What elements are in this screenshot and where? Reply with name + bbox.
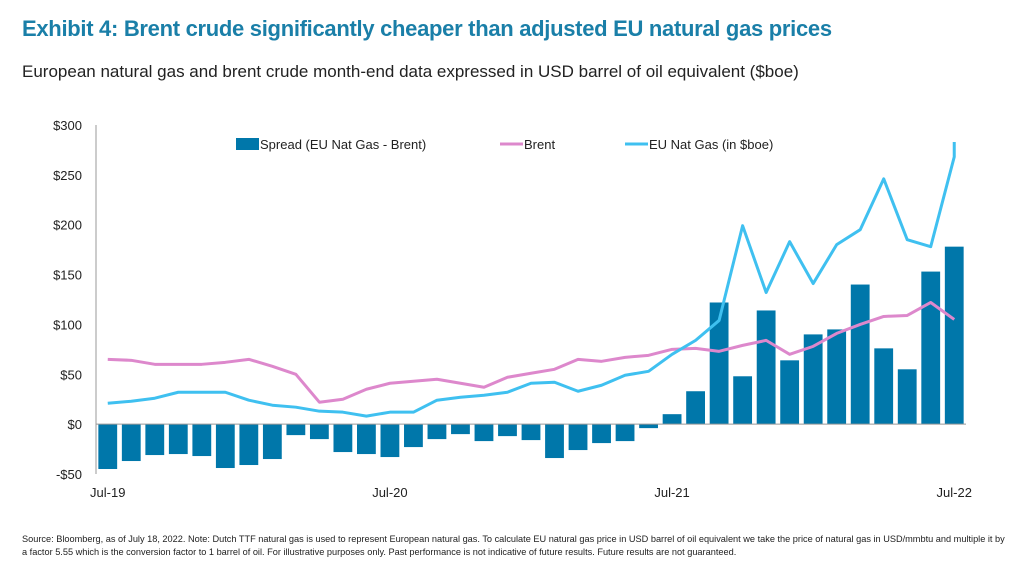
- spread-bar: [709, 302, 729, 425]
- spread-bar: [427, 424, 447, 440]
- spread-bar: [921, 271, 941, 425]
- chart-title: Exhibit 4: Brent crude significantly che…: [22, 16, 832, 41]
- spread-bar: [850, 284, 870, 425]
- spread-bar: [568, 424, 588, 451]
- spread-bar: [474, 424, 494, 442]
- y-tick-label: $100: [53, 317, 82, 332]
- spread-bar: [192, 424, 212, 457]
- y-tick-label: -$50: [56, 467, 82, 482]
- y-tick-label: $200: [53, 218, 82, 233]
- spread-bar: [756, 310, 776, 425]
- spread-bar: [168, 424, 188, 455]
- y-tick-label: $300: [53, 118, 82, 133]
- spread-bar: [686, 391, 705, 425]
- legend-label-brent: Brent: [524, 137, 555, 152]
- spread-bars: [98, 246, 964, 470]
- spread-bar: [451, 424, 470, 435]
- spread-bar: [121, 424, 141, 462]
- y-tick-label: $0: [68, 417, 82, 432]
- brent-line: [107, 300, 956, 404]
- spread-bar: [545, 424, 564, 459]
- x-axis: Jul-19 Jul-20 Jul-21 Jul-22: [90, 485, 972, 500]
- spread-bar: [639, 424, 658, 429]
- spread-bar: [827, 329, 847, 425]
- spread-bar: [215, 424, 235, 469]
- spread-bar: [498, 424, 517, 437]
- spread-bar: [309, 424, 329, 440]
- spread-bar: [662, 414, 682, 425]
- chart-subtitle: European natural gas and brent crude mon…: [22, 62, 799, 81]
- spread-bar: [262, 424, 282, 460]
- spread-bar: [803, 334, 823, 425]
- spread-bar: [145, 424, 165, 456]
- y-tick-label: $150: [53, 268, 82, 283]
- spread-bar: [897, 369, 917, 425]
- spread-bar: [286, 424, 306, 436]
- legend-swatch-spread: [236, 138, 259, 150]
- x-tick-label: Jul-19: [90, 485, 125, 500]
- spread-bar: [380, 424, 400, 458]
- x-tick-label: Jul-20: [372, 485, 407, 500]
- spread-bar: [98, 424, 118, 470]
- spread-bar: [780, 360, 800, 425]
- spread-bar: [333, 424, 353, 453]
- spread-bar: [357, 424, 376, 455]
- y-tick-label: $50: [60, 367, 82, 382]
- source-note: Source: Bloomberg, as of July 18, 2022. …: [22, 534, 1005, 557]
- spread-bar: [592, 424, 611, 444]
- spread-bar: [733, 376, 753, 425]
- legend: Spread (EU Nat Gas - Brent) Brent EU Nat G…: [236, 137, 773, 152]
- series-lines: [107, 141, 956, 418]
- spread-bar: [239, 424, 259, 466]
- y-tick-label: $250: [53, 168, 82, 183]
- eu-gas-line: [107, 141, 956, 418]
- spread-bar: [874, 348, 894, 425]
- legend-label-spread: Spread (EU Nat Gas - Brent): [260, 137, 426, 152]
- y-axis: -$50 $0 $50 $100 $150 $200 $250 $300: [53, 118, 97, 482]
- spread-bar: [615, 424, 635, 442]
- spread-bar: [404, 424, 423, 448]
- x-tick-label: Jul-22: [937, 485, 972, 500]
- x-tick-label: Jul-21: [654, 485, 689, 500]
- spread-bar: [521, 424, 541, 441]
- legend-label-gas: EU Nat Gas (in $boe): [649, 137, 773, 152]
- spread-bar: [944, 246, 964, 425]
